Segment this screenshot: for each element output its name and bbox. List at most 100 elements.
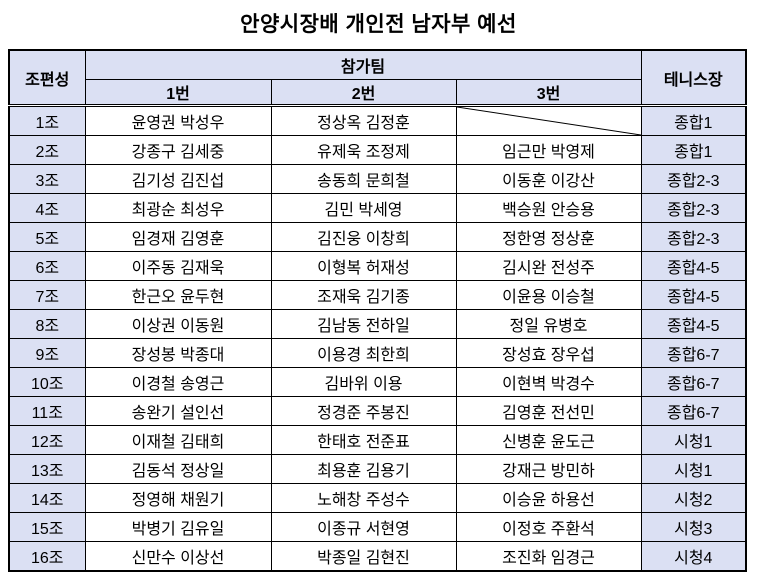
cell-group: 6조 [8,251,86,281]
cell-court: 종합1 [640,105,747,136]
table-row: 10조 이경철 송영근 김바위 이용 이현벽 박경수 종합6-7 [8,367,747,397]
header-team-2: 2번 [270,79,457,106]
cell-team-3: 백승원 안승용 [455,193,642,223]
cell-group: 12조 [8,425,86,455]
cell-team-3: 장성효 장우섭 [455,338,642,368]
cell-team-2: 김진웅 이창희 [270,222,457,252]
cell-team-1: 최광순 최성우 [84,193,272,223]
cell-court: 시청1 [640,454,747,484]
table-row: 8조 이상권 이동원 김남동 전하일 정일 유병호 종합4-5 [8,309,747,339]
table-row: 1조 윤영권 박성우 정상옥 김정훈 종합1 [8,105,747,136]
table-row: 3조 김기성 김진섭 송동희 문희철 이동훈 이강산 종합2-3 [8,164,747,194]
diagonal-line [457,107,641,135]
cell-team-3-empty [455,105,642,136]
cell-court: 종합2-3 [640,193,747,223]
cell-team-3: 조진화 임경근 [455,541,642,572]
table-row: 14조 정영해 채원기 노해창 주성수 이승윤 하용선 시청2 [8,483,747,513]
cell-team-3: 이현벽 박경수 [455,367,642,397]
cell-group: 9조 [8,338,86,368]
cell-team-2: 정상옥 김정훈 [270,105,457,136]
header-teams: 참가팀 [84,49,642,80]
cell-team-3: 임근만 박영제 [455,135,642,165]
table-row: 4조 최광순 최성우 김민 박세영 백승원 안승용 종합2-3 [8,193,747,223]
cell-group: 2조 [8,135,86,165]
cell-team-1: 김기성 김진섭 [84,164,272,194]
cell-team-1: 윤영권 박성우 [84,105,272,136]
cell-team-3: 이윤용 이승철 [455,280,642,310]
cell-team-2: 김남동 전하일 [270,309,457,339]
cell-court: 시청1 [640,425,747,455]
cell-team-1: 송완기 설인선 [84,396,272,426]
cell-court: 종합4-5 [640,251,747,281]
cell-team-1: 한근오 윤두현 [84,280,272,310]
cell-team-1: 김동석 정상일 [84,454,272,484]
cell-team-2: 김민 박세영 [270,193,457,223]
cell-group: 14조 [8,483,86,513]
cell-court: 시청4 [640,541,747,572]
cell-team-1: 임경재 김영훈 [84,222,272,252]
cell-court: 종합2-3 [640,164,747,194]
cell-team-1: 강종구 김세중 [84,135,272,165]
cell-team-3: 김영훈 전선민 [455,396,642,426]
table-row: 9조 장성봉 박종대 이용경 최한희 장성효 장우섭 종합6-7 [8,338,747,368]
cell-team-3: 강재근 방민하 [455,454,642,484]
cell-group: 10조 [8,367,86,397]
cell-group: 4조 [8,193,86,223]
table-row: 16조 신만수 이상선 박종일 김현진 조진화 임경근 시청4 [8,541,747,572]
table-row: 15조 박병기 김유일 이종규 서현영 이정호 주환석 시청3 [8,512,747,542]
cell-team-1: 박병기 김유일 [84,512,272,542]
cell-team-1: 이재철 김태희 [84,425,272,455]
cell-team-2: 박종일 김현진 [270,541,457,572]
cell-team-2: 한태호 전준표 [270,425,457,455]
cell-team-2: 김바위 이용 [270,367,457,397]
header-team-1: 1번 [84,79,272,106]
cell-team-2: 이종규 서현영 [270,512,457,542]
table-row: 12조 이재철 김태희 한태호 전준표 신병훈 윤도근 시청1 [8,425,747,455]
cell-group: 8조 [8,309,86,339]
table-row: 2조 강종구 김세중 유제욱 조정제 임근만 박영제 종합1 [8,135,747,165]
header-team-3: 3번 [455,79,642,106]
cell-team-3: 정한영 정상훈 [455,222,642,252]
cell-group: 3조 [8,164,86,194]
cell-group: 15조 [8,512,86,542]
header-group: 조편성 [8,49,86,106]
cell-group: 1조 [8,105,86,136]
cell-team-2: 노해창 주성수 [270,483,457,513]
cell-team-1: 이상권 이동원 [84,309,272,339]
cell-team-3: 신병훈 윤도근 [455,425,642,455]
cell-court: 종합6-7 [640,367,747,397]
table-row: 13조 김동석 정상일 최용훈 김용기 강재근 방민하 시청1 [8,454,747,484]
cell-court: 종합6-7 [640,396,747,426]
cell-team-1: 장성봉 박종대 [84,338,272,368]
cell-group: 13조 [8,454,86,484]
cell-court: 종합1 [640,135,747,165]
page-title: 안양시장배 개인전 남자부 예선 [240,13,517,36]
cell-team-3: 이정호 주환석 [455,512,642,542]
cell-court: 종합6-7 [640,338,747,368]
cell-team-1: 이경철 송영근 [84,367,272,397]
table-body: 1조 윤영권 박성우 정상옥 김정훈 종합1 2조 강종구 김세중 유제욱 조정제 임근만 박… [8,105,747,572]
table-row: 11조 송완기 설인선 정경준 주봉진 김영훈 전선민 종합6-7 [8,396,747,426]
table-row: 7조 한근오 윤두현 조재욱 김기종 이윤용 이승철 종합4-5 [8,280,747,310]
cell-group: 7조 [8,280,86,310]
cell-team-2: 유제욱 조정제 [270,135,457,165]
cell-team-2: 최용훈 김용기 [270,454,457,484]
cell-team-2: 정경준 주봉진 [270,396,457,426]
cell-team-2: 이용경 최한희 [270,338,457,368]
cell-court: 시청3 [640,512,747,542]
cell-group: 11조 [8,396,86,426]
cell-team-3: 이승윤 하용선 [455,483,642,513]
cell-team-1: 신만수 이상선 [84,541,272,572]
cell-group: 5조 [8,222,86,252]
cell-team-3: 이동훈 이강산 [455,164,642,194]
cell-team-2: 송동희 문희철 [270,164,457,194]
cell-court: 종합2-3 [640,222,747,252]
cell-team-1: 이주동 김재욱 [84,251,272,281]
cell-group: 16조 [8,541,86,572]
table-row: 6조 이주동 김재욱 이형복 허재성 김시완 전성주 종합4-5 [8,251,747,281]
cell-court: 종합4-5 [640,280,747,310]
table-header: 조편성 참가팀 테니스장 1번 2번 3번 [8,49,747,106]
cell-team-2: 조재욱 김기종 [270,280,457,310]
cell-team-2: 이형복 허재성 [270,251,457,281]
